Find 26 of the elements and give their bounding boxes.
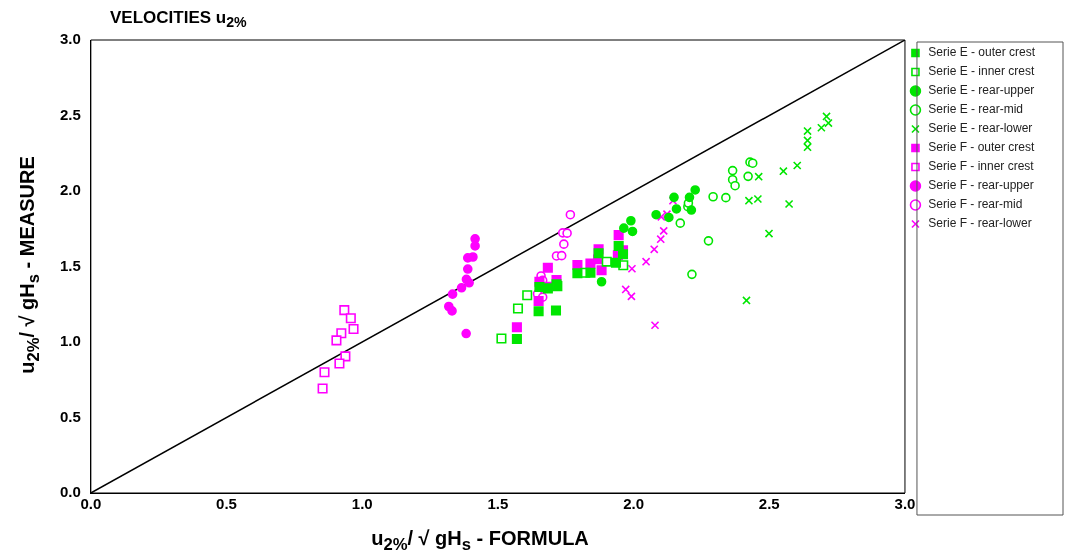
y-tick-label: 2.0 [59, 181, 81, 199]
legend-label: Serie E - inner crest [924, 64, 1055, 79]
y-tick-label: 2.5 [59, 105, 81, 123]
legend-label: Serie F - rear-lower [924, 216, 1052, 231]
y-tick-label: 1.5 [59, 256, 81, 274]
legend-label: Serie E - outer crest [924, 45, 1055, 60]
x-tick-label: 0.0 [80, 495, 102, 513]
y-tick-label: 0.0 [59, 483, 81, 501]
legend-label: Serie F - outer crest [924, 140, 1055, 155]
chart-title: VELOCITIES u$_{2%}$ [110, 8, 247, 31]
y-tick-label: 1.0 [59, 332, 81, 350]
legend-label: Serie E - rear-lower [924, 121, 1053, 136]
legend-label: Serie F - inner crest [924, 159, 1054, 174]
legend-label: Serie E - rear-mid [924, 102, 1043, 117]
x-tick-label: 1.0 [351, 495, 373, 513]
x-tick-label: 3.0 [894, 495, 916, 513]
x-tick-label: 0.5 [216, 495, 237, 513]
y-tick-label: 0.5 [59, 407, 81, 425]
legend-label: Serie F - rear-mid [924, 197, 1043, 212]
x-tick-label: 2.0 [623, 495, 645, 513]
x-tick-label: 1.5 [487, 495, 509, 513]
legend-label: Serie F - rear-upper [924, 178, 1054, 193]
legend-label: Serie E - rear-upper [924, 83, 1055, 98]
x-tick-label: 2.5 [758, 495, 780, 513]
y-tick-label: 3.0 [59, 30, 81, 48]
x-axis-title: u$_{2%}$/ √ gH$_{s}$ - FORMULA [370, 527, 590, 555]
